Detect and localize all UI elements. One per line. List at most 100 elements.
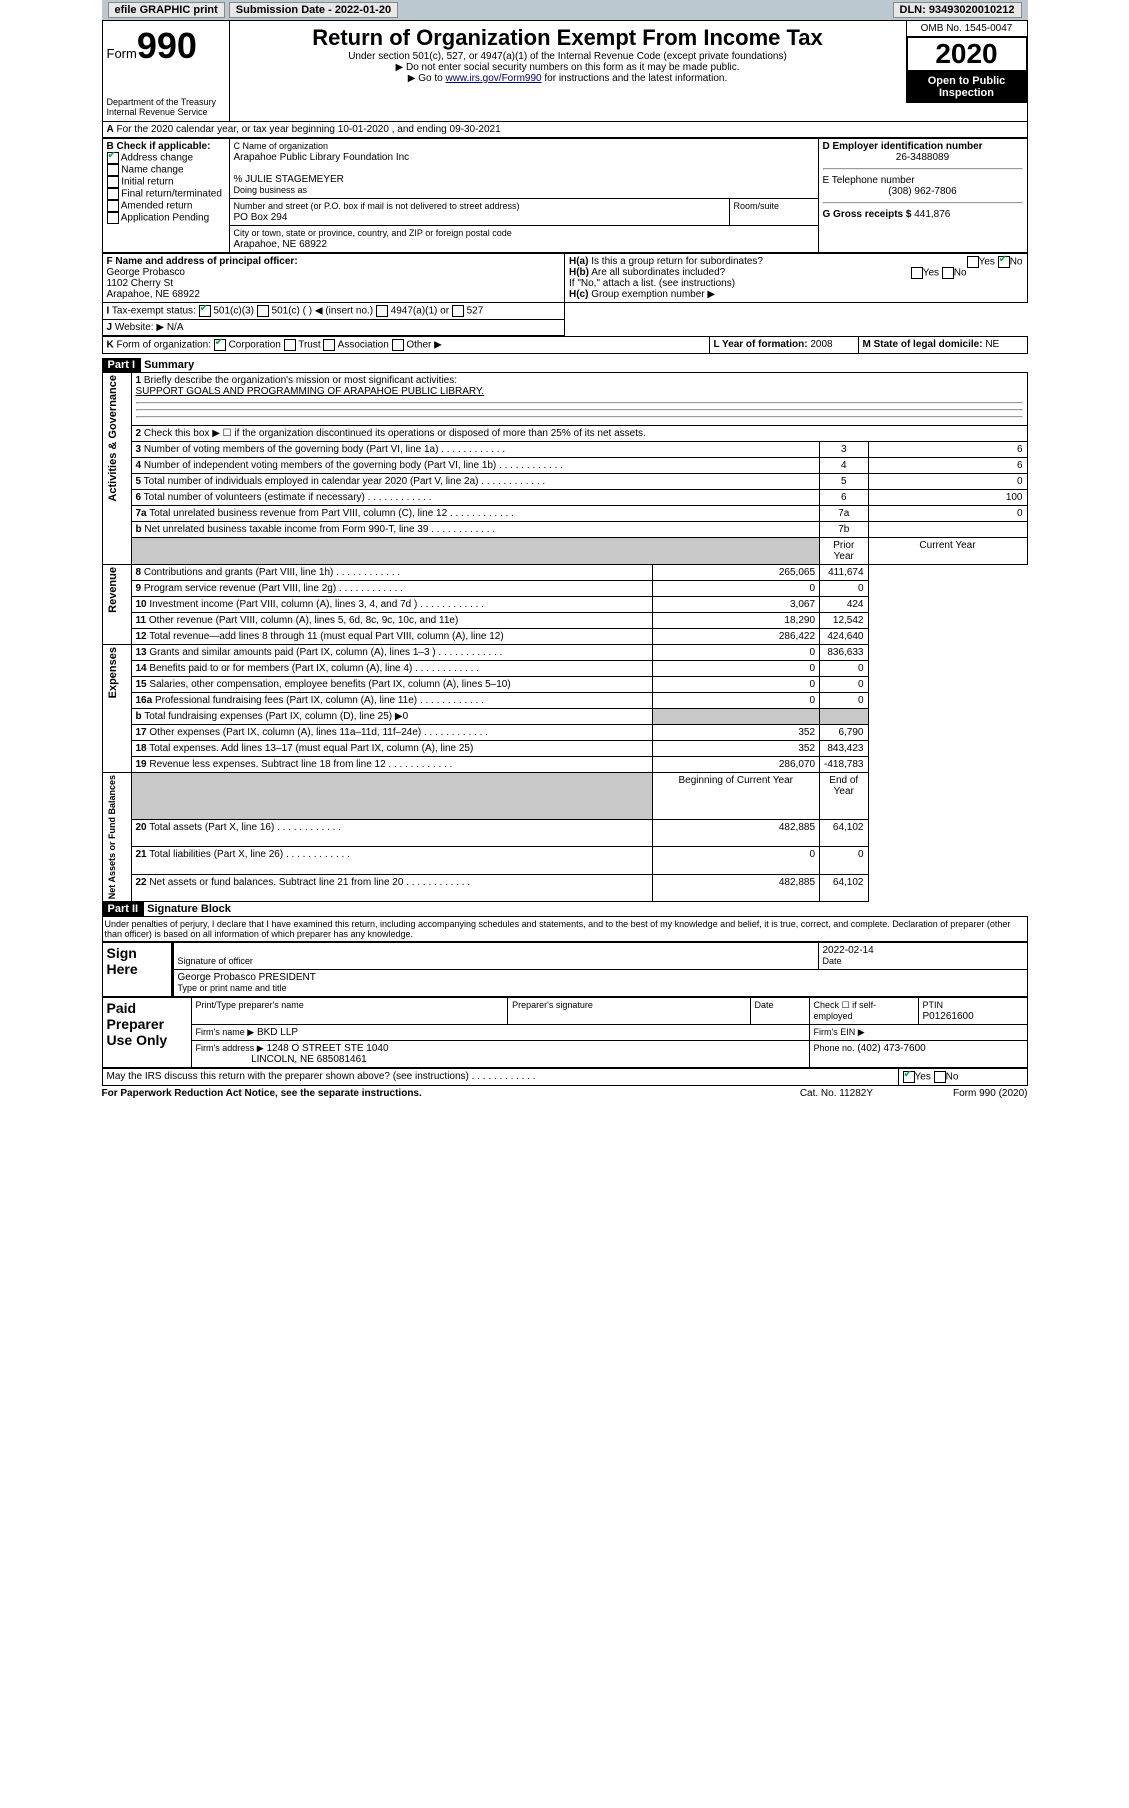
page-title: Return of Organization Exempt From Incom… [234, 25, 902, 51]
mission-text: SUPPORT GOALS AND PROGRAMMING OF ARAPAHO… [136, 386, 485, 397]
firm-name: BKD LLP [257, 1027, 298, 1038]
checkbox-hb-no[interactable] [942, 267, 954, 279]
firm-phone: (402) 473-7600 [857, 1043, 925, 1054]
paperwork-notice: For Paperwork Reduction Act Notice, see … [102, 1088, 422, 1099]
footer-section: May the IRS discuss this return with the… [102, 1068, 1028, 1086]
city-label: City or town, state or province, country… [234, 228, 512, 238]
city-value: Arapahoe, NE 68922 [234, 239, 327, 250]
note-goto-pre: ▶ Go to [408, 73, 446, 84]
firm-addr: 1248 O STREET STE 1040 [266, 1043, 388, 1054]
state-domicile: NE [985, 339, 999, 350]
section-b: B Check if applicable: Address change Na… [102, 139, 229, 253]
side-netassets: Net Assets or Fund Balances [107, 775, 117, 899]
checkbox-other[interactable] [392, 339, 404, 351]
preparer-sig-label: Preparer's signature [512, 1000, 593, 1010]
col-end: End of Year [820, 773, 868, 820]
omb-number: OMB No. 1545-0047 [907, 21, 1027, 37]
sig-officer-label: Signature of officer [178, 956, 253, 966]
checkbox-trust[interactable] [284, 339, 296, 351]
line8-text: Contributions and grants (Part VIII, lin… [144, 567, 334, 578]
q2-text: Check this box ▶ ☐ if the organization d… [144, 428, 646, 439]
form-number: 990 [137, 25, 197, 66]
website-value: N/A [167, 322, 184, 333]
hb-label: H(b) [569, 267, 589, 278]
self-employed-label: Check ☐ if self-employed [814, 1000, 877, 1021]
line4-text: Number of independent voting members of … [144, 460, 496, 471]
part2-subtitle: Signature Block [147, 903, 231, 915]
line5-value: 0 [868, 474, 1027, 490]
form-word: Form [107, 46, 137, 61]
line7a-text: Total unrelated business revenue from Pa… [149, 508, 447, 519]
line6-text: Total number of volunteers (estimate if … [144, 492, 365, 503]
discuss-text: May the IRS discuss this return with the… [102, 1069, 898, 1086]
side-revenue: Revenue [107, 567, 119, 613]
dln-label: DLN: 93493020010212 [893, 2, 1022, 18]
col-prior: Prior Year [820, 538, 868, 565]
efile-button[interactable]: efile GRAPHIC print [108, 2, 225, 18]
checkbox-501c[interactable] [257, 305, 269, 317]
declaration-text: Under penalties of perjury, I declare th… [102, 916, 1028, 942]
checkbox-4947[interactable] [376, 305, 388, 317]
officer-name: George Probasco [107, 267, 185, 278]
line-a: A For the 2020 calendar year, or tax yea… [102, 122, 1028, 138]
checkbox-hb-yes[interactable] [911, 267, 923, 279]
line4-value: 6 [868, 458, 1027, 474]
dept-treasury: Department of the Treasury [107, 97, 225, 107]
top-toolbar: efile GRAPHIC print Submission Date - 20… [102, 0, 1028, 20]
room-label: Room/suite [734, 201, 780, 211]
side-activities: Activities & Governance [107, 375, 119, 502]
sign-date: 2022-02-14 [823, 945, 874, 956]
open-inspection: Open to Public Inspection [907, 71, 1027, 103]
checkbox-initial-return[interactable] [107, 176, 119, 188]
checkbox-501c3[interactable] [199, 305, 211, 317]
org-name: Arapahoe Public Library Foundation Inc [234, 152, 410, 163]
street-label: Number and street (or P.O. box if mail i… [234, 201, 520, 211]
note-ssn: ▶ Do not enter social security numbers o… [234, 62, 902, 73]
line8-prior: 265,065 [652, 565, 820, 581]
officer-addr2: Arapahoe, NE 68922 [107, 289, 200, 300]
checkbox-address-change[interactable] [107, 152, 119, 164]
line7b-value [868, 522, 1027, 538]
ptin-label: PTIN [923, 1000, 944, 1010]
col-begin: Beginning of Current Year [652, 773, 820, 820]
signer-name-title: George Probasco PRESIDENT [178, 972, 316, 983]
checkbox-ha-yes[interactable] [967, 256, 979, 268]
checkbox-discuss-no[interactable] [934, 1071, 946, 1083]
f-h-section: F Name and address of principal officer:… [102, 253, 1028, 336]
i-text: Tax-exempt status: [112, 306, 196, 317]
line3-box: 3 [820, 442, 868, 458]
date-label: Date [823, 956, 842, 966]
firm-phone-label: Phone no. [814, 1043, 855, 1053]
q1-label: Briefly describe the organization's miss… [144, 375, 457, 386]
dba-label: Doing business as [234, 185, 308, 195]
e-phone-label: E Telephone number [823, 175, 915, 186]
side-expenses: Expenses [107, 647, 119, 698]
checkbox-app-pending[interactable] [107, 212, 119, 224]
line7b-text: Net unrelated business taxable income fr… [144, 524, 428, 535]
form-ref: Form 990 (2020) [953, 1088, 1027, 1099]
i-label: I [107, 306, 110, 317]
part2-header: Part II [102, 902, 145, 916]
irs-link[interactable]: www.irs.gov/Form990 [445, 73, 541, 84]
checkbox-name-change[interactable] [107, 164, 119, 176]
form-header: Form990 Department of the Treasury Inter… [102, 20, 1028, 122]
checkbox-ha-no[interactable] [998, 256, 1010, 268]
part1-header: Part I [102, 358, 142, 372]
checkbox-corp[interactable] [214, 339, 226, 351]
checkbox-final-return[interactable] [107, 188, 119, 200]
checkbox-assoc[interactable] [323, 339, 335, 351]
care-of-name: % JULIE STAGEMEYER [234, 174, 344, 185]
k-l-m-section: K Form of organization: Corporation Trus… [102, 336, 1028, 354]
hc-label: H(c) [569, 289, 588, 300]
checkbox-amended[interactable] [107, 200, 119, 212]
l-label: L Year of formation: [714, 339, 808, 350]
phone-value: (308) 962-7806 [823, 186, 1023, 197]
preparer-print-label: Print/Type preparer's name [196, 1000, 304, 1010]
subtitle: Under section 501(c), 527, or 4947(a)(1)… [234, 51, 902, 62]
gross-receipts: 441,876 [914, 209, 950, 220]
k-label: K [107, 340, 114, 351]
entity-section: B Check if applicable: Address change Na… [102, 138, 1028, 253]
checkbox-527[interactable] [452, 305, 464, 317]
checkbox-discuss-yes[interactable] [903, 1071, 915, 1083]
g-gross-label: G Gross receipts $ [823, 209, 912, 220]
